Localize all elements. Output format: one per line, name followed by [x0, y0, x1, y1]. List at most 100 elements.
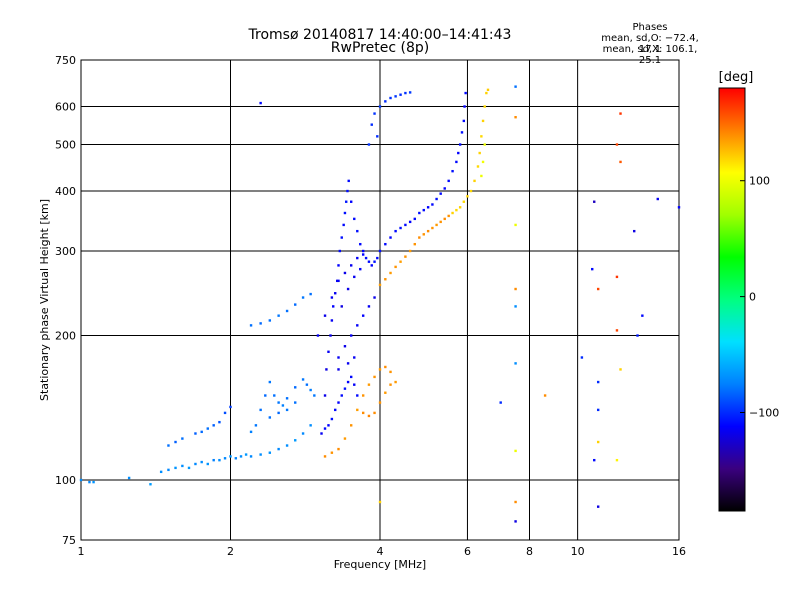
data-point	[218, 420, 221, 424]
data-point	[389, 236, 392, 239]
data-point	[361, 249, 365, 253]
y-tick-label: 600	[55, 101, 76, 114]
data-point	[294, 303, 297, 306]
y-tick-label: 750	[55, 54, 76, 67]
data-point	[79, 478, 83, 482]
data-point	[194, 462, 197, 466]
data-point	[389, 370, 392, 374]
data-point	[181, 437, 184, 440]
data-point	[394, 380, 397, 384]
data-point	[356, 324, 359, 327]
data-point	[384, 365, 387, 369]
data-point	[596, 440, 600, 444]
data-point	[384, 391, 387, 394]
data-point	[641, 314, 644, 317]
data-point	[462, 119, 466, 123]
data-point	[337, 356, 340, 359]
data-point	[514, 116, 517, 119]
y-tick-label: 200	[55, 330, 76, 343]
data-point	[462, 200, 466, 203]
data-point	[593, 458, 596, 462]
data-point	[404, 223, 407, 227]
data-point	[330, 319, 334, 322]
data-point	[345, 200, 348, 203]
data-point	[367, 383, 371, 386]
data-point	[443, 187, 446, 190]
data-point	[229, 405, 232, 409]
data-point	[337, 264, 340, 267]
y-tick-label: 300	[55, 245, 76, 258]
grid-lines	[81, 60, 679, 540]
data-point	[127, 476, 131, 480]
data-point	[159, 470, 163, 474]
data-point	[343, 387, 347, 390]
data-point	[596, 408, 600, 412]
data-point	[343, 437, 347, 440]
data-point	[218, 458, 221, 462]
data-point	[514, 500, 517, 504]
data-point	[268, 380, 272, 384]
data-point	[514, 287, 517, 291]
y-tick-label: 100	[55, 474, 76, 487]
data-point	[340, 305, 343, 308]
data-point	[481, 160, 485, 164]
data-point	[301, 296, 305, 299]
data-point	[249, 455, 253, 458]
data-point	[485, 91, 488, 95]
data-point	[364, 256, 368, 260]
colorbar-tick-label: 0	[749, 291, 756, 304]
data-point	[325, 368, 328, 371]
data-point	[359, 267, 362, 271]
data-point	[346, 189, 349, 193]
data-point	[343, 345, 347, 348]
data-point	[384, 100, 387, 103]
data-point	[259, 101, 262, 105]
data-point	[435, 223, 438, 227]
data-point	[149, 483, 152, 486]
data-point	[378, 368, 382, 371]
data-point	[349, 424, 353, 427]
data-point	[373, 260, 376, 263]
data-point	[277, 314, 280, 317]
data-point	[514, 305, 517, 308]
data-point	[615, 458, 619, 462]
data-point	[619, 112, 622, 115]
data-point	[580, 356, 584, 359]
data-point	[422, 208, 425, 212]
data-point	[460, 131, 464, 134]
data-point	[408, 249, 412, 253]
data-point	[223, 457, 227, 460]
data-point	[384, 242, 387, 246]
data-point	[301, 432, 305, 435]
data-point	[361, 314, 365, 317]
data-point	[249, 324, 253, 327]
data-point	[596, 287, 600, 291]
data-point	[356, 408, 359, 412]
data-point	[458, 206, 462, 209]
data-point	[422, 233, 425, 236]
data-point	[389, 96, 392, 100]
data-point	[187, 466, 191, 470]
data-point	[499, 401, 502, 404]
data-point	[200, 430, 203, 434]
data-point	[370, 264, 373, 267]
data-point	[457, 151, 460, 155]
y-tick-label: 400	[55, 185, 76, 198]
data-point	[259, 453, 262, 456]
data-point	[347, 179, 350, 183]
data-point	[439, 192, 442, 195]
data-point	[615, 143, 619, 146]
data-point	[223, 411, 227, 415]
data-point	[277, 447, 280, 451]
data-point	[455, 208, 458, 212]
data-point	[174, 440, 177, 444]
data-point	[615, 329, 619, 332]
data-point	[367, 305, 371, 308]
data-point	[343, 271, 347, 275]
data-point	[330, 451, 334, 454]
data-point	[367, 414, 371, 418]
data-point	[596, 505, 600, 508]
data-point	[426, 229, 430, 233]
data-point	[439, 220, 442, 224]
